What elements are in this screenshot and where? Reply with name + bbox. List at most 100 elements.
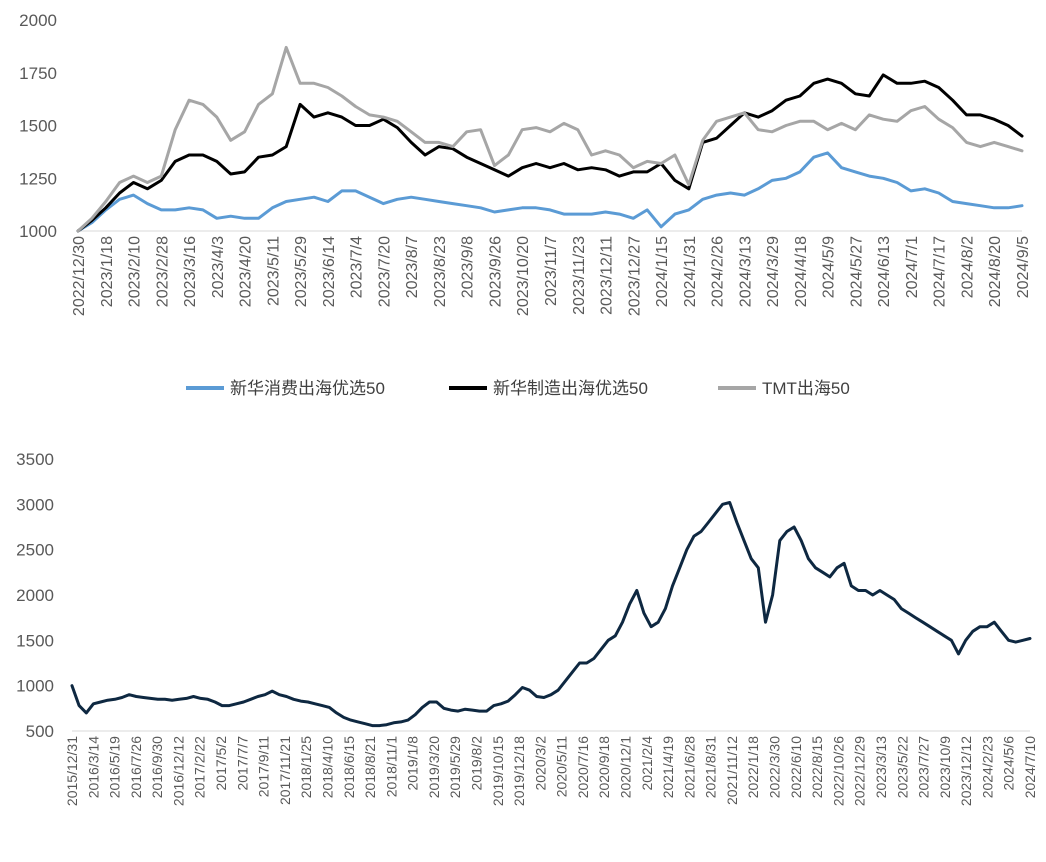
top-chart-xtick-label: 2023/5/11: [265, 236, 282, 306]
top-chart-xtick-label: 2024/2/26: [710, 236, 727, 307]
top-chart-xtick-label: 2023/9/8: [460, 236, 477, 298]
bottom-chart-ytick-label: 500: [26, 722, 54, 741]
top-chart-xtick-label: 2023/3/16: [182, 236, 199, 307]
top-chart-xtick-label: 2024/8/2: [959, 236, 976, 298]
top-chart-xtick-label: 2024/5/27: [848, 236, 865, 307]
bottom-chart-xtick-label: 2019/3/20: [426, 736, 442, 798]
top-chart-ytick-label: 2000: [19, 11, 57, 30]
bottom-chart-xtick-label: 2018/4/10: [319, 736, 335, 798]
bottom-chart-xtick-label: 2018/1/25: [298, 736, 314, 798]
bottom-chart-xtick-label: 2023/12/12: [958, 736, 974, 806]
top-chart-xtick-label: 2023/8/23: [432, 236, 449, 307]
top-chart-xtick-label: 2023/7/4: [349, 236, 366, 298]
bottom-chart-xtick-label: 2016/5/19: [107, 736, 123, 798]
bottom-chart-xtick-label: 2020/5/11: [554, 736, 570, 797]
top-chart-xtick-label: 2023/4/3: [210, 236, 227, 298]
bottom-chart-xtick-label: 2020/12/1: [618, 736, 634, 798]
bottom-chart: 500 1000 1500 2000 2500 3000 3500 2015/12/31 201…: [16, 450, 1038, 806]
top-chart-legend: 新华消费出海优选50 新华制造出海优选50 TMT出海50: [186, 379, 850, 398]
top-chart-series-line-1: [76, 151, 1024, 233]
bottom-chart-xtick-label: 2018/6/15: [341, 736, 357, 798]
bottom-chart-ytick-label: 2000: [16, 586, 54, 605]
top-chart-ytick-label: 1000: [19, 222, 57, 241]
top-chart-xtick-label: 2023/11/23: [571, 236, 588, 315]
top-chart-xtick-label: 2023/4/20: [238, 236, 255, 307]
top-chart-xtick-label: 2024/7/17: [932, 236, 949, 307]
bottom-chart-xtick-label: 2023/5/22: [894, 736, 910, 798]
top-chart-xtick-label: 2023/8/7: [404, 236, 421, 298]
top-chart-xtick-label: 2024/3/29: [765, 236, 782, 307]
bottom-chart-xtick-label: 2022/12/29: [852, 736, 868, 806]
bottom-chart-xtick-label: 2016/12/12: [170, 736, 186, 806]
top-chart-ytick-label: 1500: [19, 117, 57, 136]
bottom-chart-ytick-label: 1500: [16, 631, 54, 650]
bottom-chart-xtick-label: 2019/10/15: [490, 736, 506, 806]
top-chart-xtick-label: 2023/9/26: [487, 236, 504, 307]
bottom-chart-xtick-label: 2024/5/6: [1001, 736, 1017, 791]
bottom-chart-xtick-label: 2017/7/7: [234, 736, 250, 791]
top-chart-xtick-label: 2023/6/14: [321, 236, 338, 307]
bottom-chart-ytick-label: 3500: [16, 450, 54, 469]
bottom-chart-xtick-label: 2022/6/10: [788, 736, 804, 798]
top-chart-ytick-label: 1250: [19, 169, 57, 188]
bottom-chart-xtick-label: 2022/3/30: [767, 736, 783, 798]
legend-label-2: 新华制造出海优选50: [493, 379, 648, 398]
bottom-chart-xtick-label: 2017/2/22: [192, 736, 208, 798]
bottom-chart-xtick-label: 2022/1/18: [745, 736, 761, 798]
top-chart: 1000 1250 1500 1750 2000 2022/12/30 2023/1/18 2…: [19, 11, 1032, 316]
top-chart-xtick-label: 2024/5/9: [821, 236, 838, 298]
bottom-chart-ytick-label: 3000: [16, 495, 54, 514]
top-chart-xtick-label: 2024/3/13: [737, 236, 754, 307]
top-chart-xtick-label: 2024/1/15: [654, 236, 671, 307]
bottom-chart-xtick-label: 2018/11/1: [383, 736, 399, 797]
bottom-chart-xtick-label: 2021/11/12: [724, 736, 740, 805]
bottom-chart-xtick-label: 2022/10/26: [830, 736, 846, 806]
top-chart-xtick-label: 2023/2/28: [154, 236, 171, 307]
bottom-chart-xtick-label: 2024/2/23: [979, 736, 995, 798]
top-chart-xtick-label: 2024/1/31: [682, 236, 699, 307]
bottom-chart-xtick-label: 2016/7/26: [128, 736, 144, 798]
bottom-chart-xtick-label: 2019/12/18: [511, 736, 527, 806]
bottom-chart-xtick-label: 2021/6/28: [681, 736, 697, 798]
bottom-chart-xtick-label: 2018/8/21: [362, 736, 378, 798]
bottom-chart-ytick-label: 1000: [16, 677, 54, 696]
bottom-chart-xtick-label: 2023/10/9: [937, 736, 953, 798]
bottom-chart-ytick-label: 2500: [16, 541, 54, 560]
bottom-chart-xtick-label: 2020/7/16: [575, 736, 591, 798]
legend-label-3: TMT出海50: [762, 379, 850, 398]
bottom-chart-xtick-label: 2017/11/21: [277, 736, 293, 805]
bottom-chart-xtick-label: 2017/9/11: [256, 736, 272, 797]
bottom-chart-xtick-label: 2019/1/8: [405, 736, 421, 791]
bottom-chart-xtick-label: 2023/3/13: [873, 736, 889, 798]
bottom-chart-xtick-label: 2020/3/2: [532, 736, 548, 791]
top-chart-xtick-label: 2023/2/10: [127, 236, 144, 307]
top-chart-xtick-label: 2023/10/20: [515, 236, 532, 316]
bottom-chart-xtick-label: 2016/9/30: [149, 736, 165, 798]
bottom-chart-series-line-1: [70, 501, 1032, 728]
top-chart-xtick-label: 2024/8/20: [987, 236, 1004, 307]
top-chart-xtick-label: 2024/4/18: [793, 236, 810, 307]
top-chart-xtick-label: 2023/12/11: [599, 236, 616, 315]
bottom-chart-xtick-label: 2024/7/10: [1022, 736, 1038, 798]
top-chart-ytick-label: 1750: [19, 64, 57, 83]
top-chart-series-line-3: [76, 45, 1024, 233]
top-chart-xtick-label: 2024/7/1: [904, 236, 921, 298]
bottom-chart-xtick-label: 2022/8/15: [809, 736, 825, 798]
bottom-chart-xtick-label: 2020/9/18: [596, 736, 612, 798]
top-chart-xtick-label: 2024/6/13: [876, 236, 893, 307]
top-chart-xtick-label: 2024/9/5: [1015, 236, 1032, 298]
bottom-chart-xtick-label: 2019/8/2: [468, 736, 484, 791]
bottom-chart-xtick-label: 2019/5/29: [447, 736, 463, 798]
bottom-chart-xtick-label: 2021/8/31: [703, 736, 719, 798]
bottom-chart-xtick-label: 2017/5/2: [213, 736, 229, 791]
bottom-chart-xtick-label: 2021/2/4: [639, 736, 655, 791]
top-chart-xtick-label: 2022/12/30: [71, 236, 88, 316]
legend-label-1: 新华消费出海优选50: [230, 379, 385, 398]
top-chart-xtick-label: 2023/11/7: [543, 236, 560, 306]
bottom-chart-xtick-label: 2021/4/19: [660, 736, 676, 798]
top-chart-xtick-label: 2023/1/18: [99, 236, 116, 307]
top-chart-xtick-label: 2023/12/27: [626, 236, 643, 316]
top-chart-xtick-label: 2023/7/20: [376, 236, 393, 307]
